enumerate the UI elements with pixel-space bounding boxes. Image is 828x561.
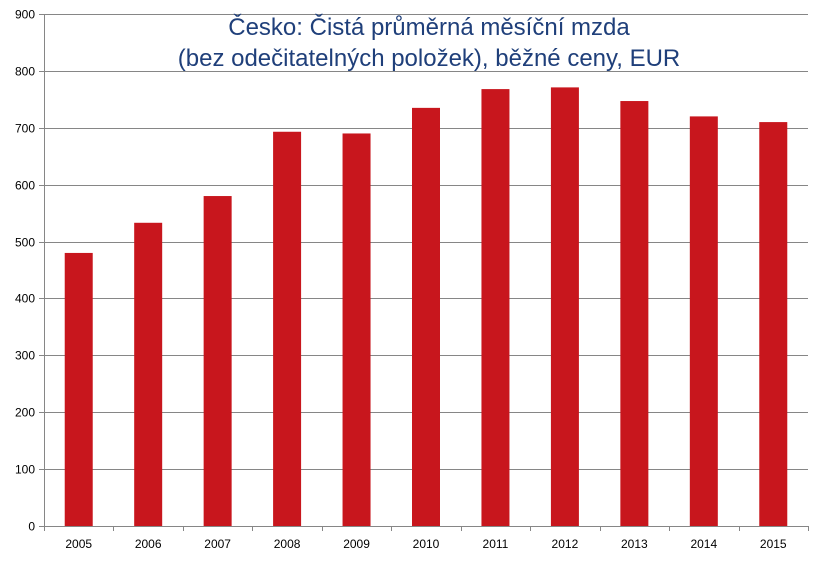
bar-2006 (134, 222, 163, 526)
y-tick-label: 700 (15, 122, 35, 136)
x-tick-label: 2008 (274, 537, 301, 551)
y-tick-label: 0 (28, 520, 35, 534)
x-tick-label: 2015 (760, 537, 787, 551)
bar-2011 (481, 89, 510, 527)
x-tick-label: 2014 (690, 537, 717, 551)
y-tick-label: 100 (15, 463, 35, 477)
y-tick-label: 800 (15, 65, 35, 79)
y-tick-label: 600 (15, 179, 35, 193)
y-tick-label: 200 (15, 406, 35, 420)
bar-2012 (550, 87, 579, 527)
x-tick-label: 2009 (343, 537, 370, 551)
x-tick-label: 2012 (552, 537, 579, 551)
axes (44, 14, 808, 531)
x-tick-label: 2010 (413, 537, 440, 551)
y-tick-label: 300 (15, 349, 35, 363)
y-tick-labels: 0 100 200 300 400 500 600 700 800 900 (15, 8, 35, 534)
bar-2010 (412, 107, 440, 526)
bar-2014 (689, 116, 718, 527)
x-tick-label: 2007 (204, 537, 231, 551)
y-tick-label: 500 (15, 236, 35, 250)
bar-2008 (273, 131, 302, 526)
bar-2009 (342, 133, 371, 526)
chart-subtitle: (bez odečitatelných položek), běžné ceny… (178, 45, 681, 72)
bars (64, 87, 788, 527)
chart-title: Česko: Čistá průměrná měsíční mzda (228, 13, 630, 41)
x-tick-label: 2013 (621, 537, 648, 551)
bar-2015 (759, 122, 788, 526)
y-tick-label: 400 (15, 292, 35, 306)
x-tick-label: 2006 (135, 537, 162, 551)
bar-2007 (203, 196, 232, 527)
bar-2013 (620, 101, 649, 526)
y-tick-label: 900 (15, 8, 35, 22)
x-tick-label: 2005 (65, 537, 92, 551)
x-tick-labels: 2005 2006 2007 2008 2009 2010 2011 2012 2013 2014… (65, 537, 787, 551)
x-tick-label: 2011 (483, 537, 509, 551)
bar-2005 (64, 252, 93, 526)
